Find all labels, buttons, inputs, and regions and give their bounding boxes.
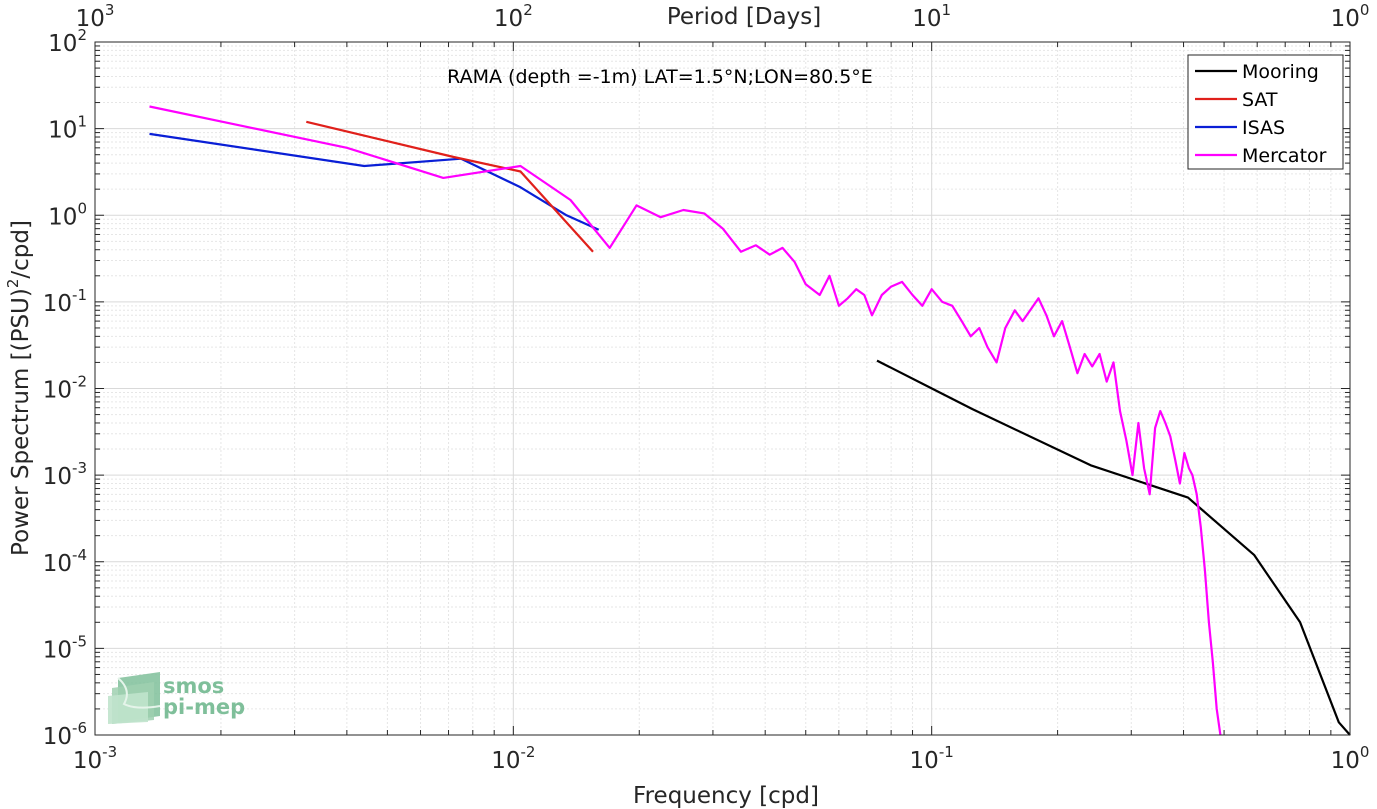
y-tick-label: 10-4 xyxy=(43,546,87,577)
x-tick-label: 10-1 xyxy=(910,743,954,774)
x-axis-title: Frequency [cpd] xyxy=(633,783,819,809)
legend-label-mercator: Mercator xyxy=(1242,145,1327,167)
minor-grid xyxy=(95,42,1350,735)
y-tick-label: 101 xyxy=(48,113,87,144)
logo-emblem-icon xyxy=(108,672,161,724)
legend: Mooring SAT ISAS Mercator xyxy=(1187,54,1344,170)
y-tick-label: 10-1 xyxy=(43,286,87,317)
series-line-mooring xyxy=(876,359,1351,736)
logo-line2: pi-mep xyxy=(163,695,245,719)
tick-marks xyxy=(94,41,1351,736)
x2-tick-label: 103 xyxy=(76,1,115,32)
y-tick-label: 10-5 xyxy=(43,632,87,663)
legend-box xyxy=(1187,54,1344,170)
smos-pi-mep-logo: smos pi-mep xyxy=(108,672,245,724)
y-tick-label: 10-3 xyxy=(43,459,87,490)
series-line-sat xyxy=(306,120,594,253)
logo-line1: smos xyxy=(163,674,224,698)
y-axis-title: Power Spectrum [(PSU)2/cpd] xyxy=(4,220,34,556)
y-tick-label: 10-2 xyxy=(43,373,87,404)
x2-tick-label: 100 xyxy=(1331,1,1370,32)
chart-title: RAMA (depth =-1m) LAT=1.5°N;LON=80.5°E xyxy=(447,66,873,88)
x2-tick-label: 101 xyxy=(912,1,951,32)
x-tick-label: 10-2 xyxy=(491,743,535,774)
y-axis-title-sup: 2 xyxy=(4,279,22,289)
x2-tick-label: 102 xyxy=(494,1,533,32)
legend-label-isas: ISAS xyxy=(1242,117,1285,139)
y-tick-label: 10-6 xyxy=(43,719,87,750)
y-tick-label: 102 xyxy=(48,26,87,57)
series-layer xyxy=(149,105,1351,736)
top-axis-title: Period [Days] xyxy=(667,4,821,30)
legend-label-sat: SAT xyxy=(1242,89,1278,111)
x-tick-label: 10-3 xyxy=(73,743,117,774)
series-line-isas xyxy=(149,132,600,231)
y-tick-label: 100 xyxy=(48,199,87,230)
legend-label-mooring: Mooring xyxy=(1242,61,1319,83)
x-tick-label: 100 xyxy=(1331,743,1370,774)
series-line-mercator xyxy=(149,105,1222,736)
